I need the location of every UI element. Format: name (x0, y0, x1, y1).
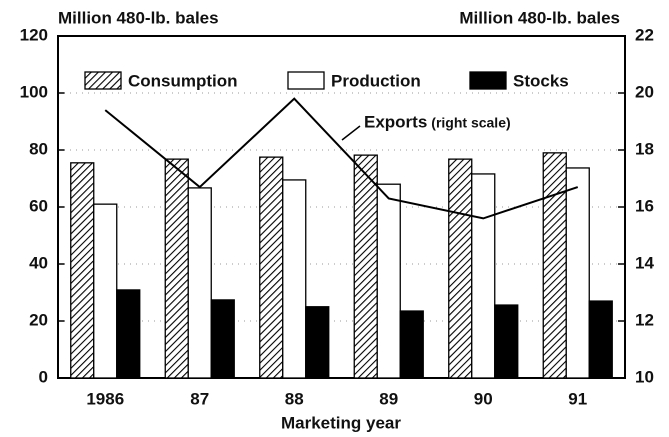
y-tick-label: 0 (39, 367, 48, 386)
series-label: Exports (364, 112, 427, 131)
legend-swatch (84, 71, 122, 90)
y2-tick-label: 14 (635, 253, 654, 272)
y2-tick-label: 10 (635, 367, 654, 386)
x-tick-label: 91 (568, 389, 587, 408)
bar (448, 158, 473, 379)
y2-tick-label: 16 (635, 196, 654, 215)
bar (588, 300, 613, 379)
bar (494, 304, 519, 379)
x-tick-label: 89 (379, 389, 398, 408)
y-tick-label: 120 (20, 25, 48, 44)
y2-tick-label: 12 (635, 310, 654, 329)
plot-frame (57, 35, 626, 379)
y2-tick-label: 18 (635, 139, 654, 158)
bar (93, 203, 118, 379)
y-tick-label: 40 (29, 253, 48, 272)
line-series (104, 97, 579, 220)
y2-tick-label: 20 (635, 82, 654, 101)
bar (565, 167, 590, 379)
y-tick-label: 100 (20, 82, 48, 101)
x-tick-label: 90 (474, 389, 493, 408)
bar (471, 173, 496, 379)
legend-label: Stocks (513, 71, 569, 90)
y-tick-label: 80 (29, 139, 48, 158)
bar (353, 154, 378, 379)
annotation-leader (341, 125, 361, 141)
bar (259, 156, 284, 379)
bar (282, 179, 307, 379)
x-axis-label: Marketing year (281, 413, 401, 432)
bar (542, 152, 567, 379)
x-tick-label: 88 (285, 389, 304, 408)
legend-swatch (287, 71, 325, 90)
bar (210, 299, 235, 379)
x-tick-label: 87 (190, 389, 209, 408)
legend-swatch (469, 71, 507, 90)
bar (305, 306, 330, 379)
legend-label: Production (331, 71, 421, 90)
bar (399, 310, 424, 379)
bar (376, 183, 401, 379)
bar (164, 158, 189, 379)
y-axis-label: Million 480-lb. bales (58, 8, 219, 27)
y-tick-label: 20 (29, 310, 48, 329)
y2-tick-label: 22 (635, 25, 654, 44)
legend-label: Consumption (128, 71, 238, 90)
x-tick-label: 1986 (86, 389, 124, 408)
y-tick-label: 60 (29, 196, 48, 215)
y2-axis-label: Million 480-lb. bales (459, 8, 620, 27)
bar (187, 187, 212, 379)
bar (116, 289, 141, 379)
annotation: (right scale) (431, 115, 510, 131)
bar (70, 162, 95, 379)
